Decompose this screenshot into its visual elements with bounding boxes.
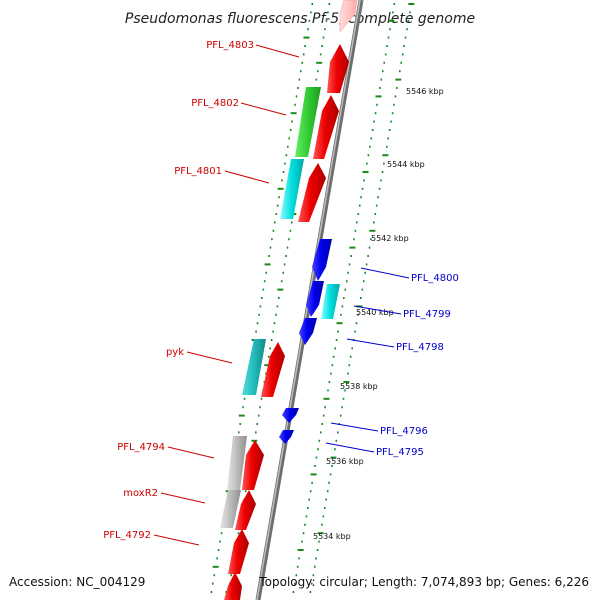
- gene-label-moxR2[interactable]: moxR2: [123, 488, 158, 499]
- cds-arrow-4802[interactable]: [313, 95, 339, 159]
- cds-arrow-4795[interactable]: [279, 430, 294, 444]
- gene-label-PFL_4796[interactable]: PFL_4796: [380, 426, 428, 437]
- gene-label-PFL_4803[interactable]: PFL_4803: [206, 40, 254, 51]
- gene-label-PFL_4802[interactable]: PFL_4802: [191, 98, 239, 109]
- gene-label-PFL_4794[interactable]: PFL_4794: [117, 442, 165, 453]
- gene-label-pyk[interactable]: pyk: [166, 347, 184, 358]
- kbp-label-5542: 5542 kbp: [371, 234, 409, 243]
- gene-label-PFL_4801[interactable]: PFL_4801: [174, 166, 222, 177]
- gene-label-PFL_4800[interactable]: PFL_4800: [411, 273, 459, 284]
- cds-arrow-bottom[interactable]: [224, 572, 242, 600]
- feature-track: [220, 87, 340, 528]
- gene-label-PFL_4799[interactable]: PFL_4799: [403, 309, 451, 320]
- cds-arrow-4794[interactable]: [242, 440, 264, 490]
- cds-arrow-4800[interactable]: [312, 239, 332, 281]
- kbp-label-5540: 5540 kbp: [356, 308, 394, 317]
- cds-arrow-4803[interactable]: [327, 44, 349, 93]
- gene-4802-green[interactable]: [295, 87, 321, 157]
- kbp-label-5538: 5538 kbp: [340, 382, 378, 391]
- kbp-label-5534: 5534 kbp: [313, 532, 351, 541]
- cds-arrow-4792[interactable]: [228, 529, 249, 574]
- kbp-scale: 5546 kbp 5544 kbp 5542 kbp 5540 kbp 5538…: [313, 87, 444, 541]
- gene-moxR2-gray[interactable]: [220, 490, 241, 528]
- reverse-cds-track: [279, 239, 332, 444]
- gene-4794-gray[interactable]: [227, 436, 247, 490]
- cds-arrow-4801[interactable]: [298, 163, 326, 222]
- cds-arrow-pyk[interactable]: [261, 342, 285, 397]
- forward-cds-track: [224, 0, 358, 600]
- accession-text: Accession: NC_004129: [9, 575, 145, 589]
- kbp-label-5544: 5544 kbp: [387, 160, 425, 169]
- gene-pyk-teal[interactable]: [242, 339, 266, 395]
- genome-summary-text: Topology: circular; Length: 7,074,893 bp…: [258, 575, 589, 589]
- ruler-right-inner: [292, 3, 396, 593]
- kbp-label-5546: 5546 kbp: [406, 87, 444, 96]
- cds-arrow-pink-top[interactable]: [339, 0, 358, 33]
- cds-arrow-4799[interactable]: [306, 281, 324, 317]
- map-title: Pseudomonas fluorescens Pf-5, complete g…: [125, 11, 475, 27]
- ruler-left-outer: [210, 3, 314, 593]
- kbp-label-5536: 5536 kbp: [326, 457, 364, 466]
- gene-label-PFL_4798[interactable]: PFL_4798: [396, 342, 444, 353]
- gene-label-PFL_4795[interactable]: PFL_4795: [376, 447, 424, 458]
- gene-4799-cyan[interactable]: [321, 284, 340, 319]
- cds-arrow-4798[interactable]: [299, 318, 317, 345]
- cds-arrow-4796[interactable]: [282, 408, 299, 423]
- right-gene-labels: PFL_4800 PFL_4799 PFL_4798 PFL_4796 PFL_…: [325, 267, 459, 458]
- left-gene-labels: PFL_4803 PFL_4802 PFL_4801 pyk PFL_4794 …: [103, 40, 300, 546]
- gene-label-PFL_4792[interactable]: PFL_4792: [103, 530, 151, 541]
- gene-4801-cyan[interactable]: [280, 159, 304, 219]
- cds-arrow-moxR2[interactable]: [235, 490, 256, 530]
